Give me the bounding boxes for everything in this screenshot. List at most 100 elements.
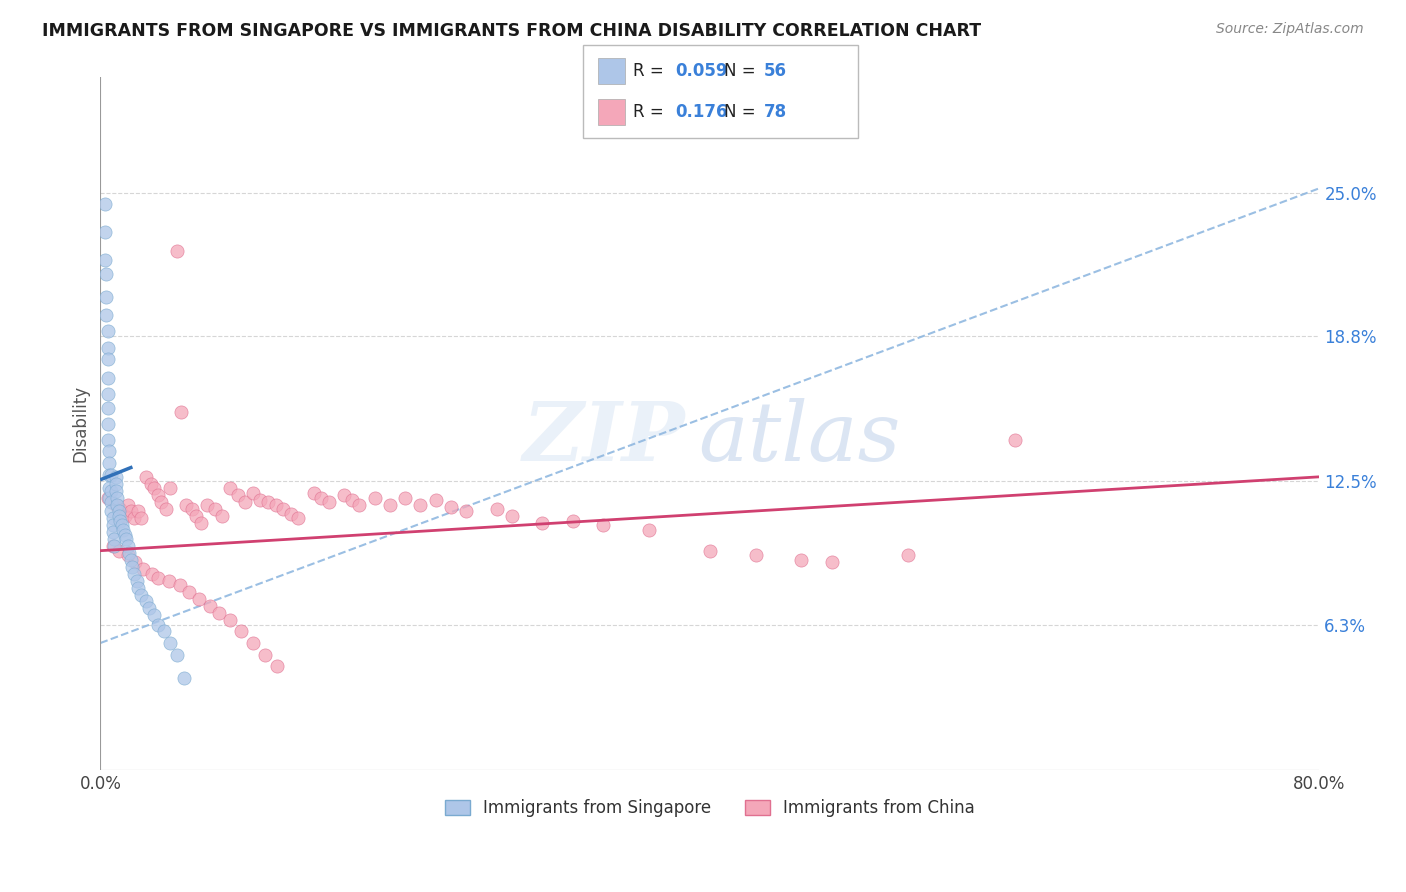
- Point: [98, 467, 121, 482]
- Text: 0.059: 0.059: [675, 62, 727, 79]
- Point: [190, 516, 212, 530]
- Point: [242, 486, 264, 500]
- Point: [249, 492, 271, 507]
- Point: [333, 488, 356, 502]
- Point: [112, 523, 135, 537]
- Point: [188, 592, 211, 607]
- Point: [180, 502, 202, 516]
- Point: [394, 491, 416, 505]
- Point: [100, 467, 122, 482]
- Point: [153, 624, 176, 639]
- Point: [97, 324, 120, 338]
- Point: [592, 518, 614, 533]
- Point: [105, 491, 128, 505]
- Point: [101, 525, 124, 540]
- Point: [97, 341, 120, 355]
- Point: [101, 539, 124, 553]
- Text: 0.176: 0.176: [675, 103, 727, 121]
- Point: [101, 518, 124, 533]
- Point: [117, 539, 139, 553]
- Point: [218, 481, 240, 495]
- Point: [186, 509, 208, 524]
- Point: [103, 539, 125, 553]
- Text: Source: ZipAtlas.com: Source: ZipAtlas.com: [1216, 22, 1364, 37]
- Point: [104, 498, 127, 512]
- Point: [271, 502, 294, 516]
- Point: [115, 532, 138, 546]
- Point: [120, 504, 142, 518]
- Point: [142, 608, 165, 623]
- Point: [229, 624, 252, 639]
- Point: [198, 599, 221, 613]
- Point: [107, 543, 129, 558]
- Point: [107, 504, 129, 518]
- Point: [124, 555, 146, 569]
- Point: [340, 492, 363, 507]
- Point: [150, 495, 173, 509]
- Point: [114, 509, 136, 524]
- Text: R =: R =: [633, 62, 669, 79]
- Point: [821, 555, 844, 569]
- Point: [94, 197, 117, 211]
- Point: [98, 444, 121, 458]
- Point: [122, 511, 145, 525]
- Point: [148, 571, 170, 585]
- Point: [104, 476, 127, 491]
- Point: [280, 507, 302, 521]
- Point: [501, 509, 523, 524]
- Point: [425, 492, 447, 507]
- Legend: Immigrants from Singapore, Immigrants from China: Immigrants from Singapore, Immigrants fr…: [439, 793, 981, 824]
- Y-axis label: Disability: Disability: [72, 385, 89, 462]
- Point: [218, 613, 240, 627]
- Point: [485, 502, 508, 516]
- Point: [108, 514, 131, 528]
- Text: 78: 78: [763, 103, 786, 121]
- Point: [166, 648, 188, 662]
- Point: [897, 549, 920, 563]
- Point: [127, 581, 149, 595]
- Point: [195, 498, 218, 512]
- Point: [174, 498, 197, 512]
- Point: [121, 559, 143, 574]
- Point: [96, 290, 118, 304]
- Point: [440, 500, 463, 514]
- Point: [226, 488, 249, 502]
- Point: [135, 594, 157, 608]
- Point: [97, 370, 120, 384]
- Point: [699, 543, 721, 558]
- Point: [96, 267, 118, 281]
- Text: 56: 56: [763, 62, 786, 79]
- Point: [454, 504, 477, 518]
- Text: ZIP: ZIP: [523, 398, 686, 477]
- Point: [318, 495, 340, 509]
- Text: N =: N =: [724, 103, 761, 121]
- Point: [287, 511, 309, 525]
- Point: [118, 546, 141, 560]
- Point: [101, 511, 124, 525]
- Point: [638, 523, 661, 537]
- Point: [349, 498, 371, 512]
- Text: R =: R =: [633, 103, 669, 121]
- Point: [561, 514, 583, 528]
- Point: [97, 433, 120, 447]
- Point: [120, 553, 142, 567]
- Point: [531, 516, 554, 530]
- Point: [97, 352, 120, 367]
- Point: [159, 481, 181, 495]
- Point: [166, 244, 188, 258]
- Point: [169, 578, 191, 592]
- Point: [142, 481, 165, 495]
- Point: [96, 308, 118, 322]
- Point: [170, 405, 193, 419]
- Point: [211, 509, 233, 524]
- Point: [131, 511, 153, 525]
- Point: [100, 495, 122, 509]
- Text: IMMIGRANTS FROM SINGAPORE VS IMMIGRANTS FROM CHINA DISABILITY CORRELATION CHART: IMMIGRANTS FROM SINGAPORE VS IMMIGRANTS …: [42, 22, 981, 40]
- Point: [97, 386, 120, 401]
- Point: [132, 562, 155, 576]
- Point: [141, 566, 163, 581]
- Point: [117, 549, 139, 563]
- Point: [148, 617, 170, 632]
- Point: [409, 498, 432, 512]
- Point: [98, 491, 121, 505]
